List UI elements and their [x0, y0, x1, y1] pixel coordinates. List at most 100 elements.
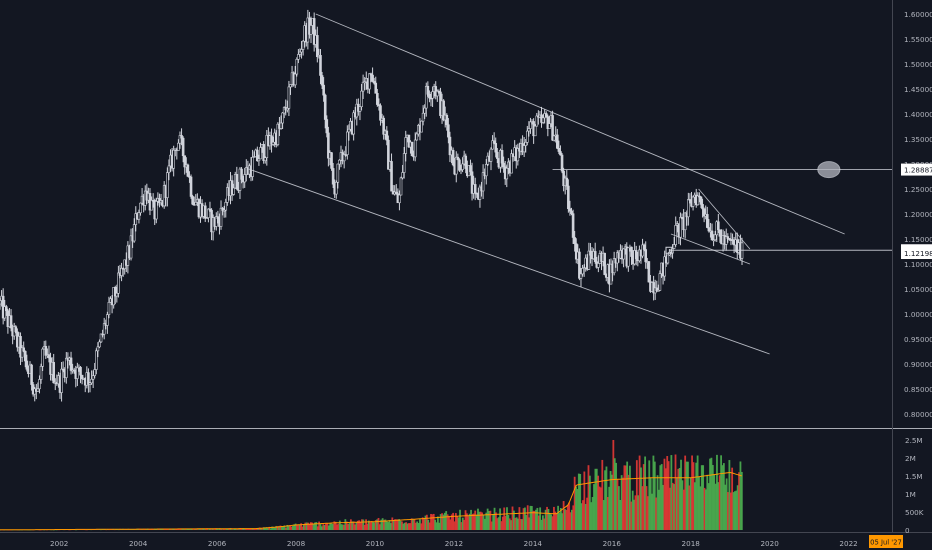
price-candle-body [494, 143, 498, 153]
price-candle-body [666, 254, 670, 264]
volume-bar [329, 523, 332, 530]
time-axis-tick-label: 2020 [760, 539, 779, 548]
volume-bar [590, 502, 593, 530]
volume-bar [363, 524, 366, 530]
volume-bar [399, 520, 402, 530]
time-axis-tick-label: 2012 [445, 539, 463, 548]
volume-bar [586, 497, 589, 530]
volume-bar [384, 519, 387, 530]
price-candle-body [183, 155, 187, 168]
volume-bar [691, 455, 693, 530]
volume-bar [739, 461, 742, 530]
price-candle-body [371, 74, 374, 82]
volume-bar [727, 492, 729, 530]
volume-bar [525, 514, 528, 530]
volume-bar [227, 528, 229, 530]
price-candle-body [589, 250, 592, 256]
volume-bar [693, 482, 696, 530]
volume-bar [323, 525, 326, 530]
volume-bar [193, 528, 196, 530]
volume-bar [675, 477, 678, 530]
volume-bar [501, 516, 504, 530]
volume-bar [105, 529, 108, 531]
volume-bar [348, 523, 351, 530]
price-candle-body [325, 119, 329, 134]
volume-bar [308, 524, 311, 530]
price-candle-body [301, 40, 305, 50]
volume-bar [572, 505, 575, 530]
volume-bar [660, 464, 663, 530]
volume-bar [623, 465, 626, 530]
price-candle-body [674, 225, 678, 245]
price-candle-body [270, 135, 273, 145]
volume-bar [361, 519, 363, 530]
volume-bar [539, 507, 542, 530]
volume-bar [174, 529, 177, 530]
time-axis-tick-label: 2002 [50, 539, 68, 548]
volume-bar [283, 525, 286, 530]
volume-bar [562, 501, 565, 530]
price-candle-body [687, 199, 690, 218]
volume-bar [307, 522, 309, 530]
volume-bar [235, 529, 238, 530]
volume-bar [575, 486, 577, 530]
price-candle-body [527, 128, 531, 132]
price-candle-body [39, 366, 43, 380]
volume-bar [601, 459, 604, 530]
price-candle-body [91, 375, 95, 380]
price-candle-body [565, 177, 569, 187]
volume-bar [689, 478, 692, 530]
volume-bar [684, 455, 687, 530]
price-candle-body [556, 134, 559, 149]
price-candle-body [524, 142, 528, 146]
price-candle-body [424, 85, 428, 109]
volume-bar [238, 529, 240, 530]
volume-bar [656, 475, 659, 530]
volume-bar [99, 529, 102, 531]
price-candle-body [207, 208, 210, 218]
price-candle-body [338, 159, 341, 165]
volume-bar [504, 515, 507, 530]
price-candle-body [533, 125, 537, 137]
volume-bar [497, 517, 500, 530]
price-candle-body [578, 251, 581, 279]
volume-bar [713, 474, 716, 530]
price-candle-body [191, 196, 194, 205]
price-candle-body [216, 216, 220, 219]
price-candle-body [718, 229, 722, 237]
volume-bar [532, 510, 535, 530]
volume-bar [576, 488, 579, 530]
volume-bar [349, 519, 352, 530]
price-candle-body [410, 141, 414, 157]
price-candle-body [570, 210, 573, 214]
volume-bar [738, 472, 740, 530]
price-candle-body [166, 172, 169, 198]
price-axis-tick-label: 1.60000 [904, 10, 932, 19]
price-candle-body [546, 116, 550, 129]
trendline-upper-channel [315, 13, 845, 235]
volume-bar [706, 474, 709, 530]
volume-bar [369, 522, 372, 530]
volume-bar [296, 525, 298, 530]
price-candle-body [300, 49, 303, 53]
price-candle-body [464, 155, 468, 169]
price-candle-body [265, 134, 269, 158]
volume-moving-average [0, 471, 742, 531]
volume-bar [606, 497, 609, 530]
volume-bar [588, 475, 591, 530]
volume-bar [327, 525, 330, 530]
price-candle-body [459, 169, 463, 171]
volume-bar [619, 499, 622, 530]
price-candle-body [235, 174, 239, 190]
volume-bar [108, 529, 111, 531]
price-candle-body [647, 261, 651, 283]
volume-bar [167, 529, 170, 530]
volume-bar [670, 455, 673, 530]
volume-bar [550, 514, 553, 530]
price-candle-body [436, 90, 439, 97]
volume-bar [322, 524, 325, 530]
price-candle-body [331, 168, 335, 185]
price-candle-body [622, 248, 625, 260]
price-candle-body [9, 315, 13, 329]
